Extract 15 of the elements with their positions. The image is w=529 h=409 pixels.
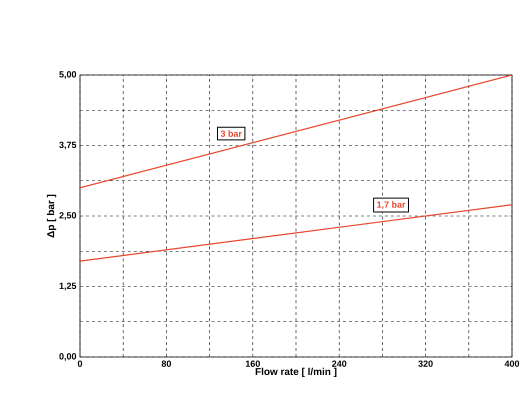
- y-tick-label: 3,75: [59, 142, 76, 150]
- x-tick-label: 400: [504, 360, 520, 367]
- y-tick-label: 0,00: [59, 353, 76, 361]
- x-tick-label: 240: [332, 360, 346, 367]
- x-tick-label: 320: [418, 360, 433, 367]
- x-tick-label: 0: [78, 360, 82, 367]
- series-label: 1,7 bar: [377, 201, 406, 210]
- x-axis-title: Flow rate [ l/min ]: [256, 368, 336, 378]
- y-tick-label: 1,25: [60, 282, 76, 290]
- series-label: 3 bar: [220, 130, 242, 137]
- x-tick-label: 80: [162, 360, 172, 367]
- y-tick-label: 5,00: [59, 71, 76, 79]
- x-tick-label: 160: [246, 360, 260, 367]
- y-tick-label: 2,50: [59, 212, 76, 220]
- y-axis-title: Δp [ bar ]: [46, 194, 56, 238]
